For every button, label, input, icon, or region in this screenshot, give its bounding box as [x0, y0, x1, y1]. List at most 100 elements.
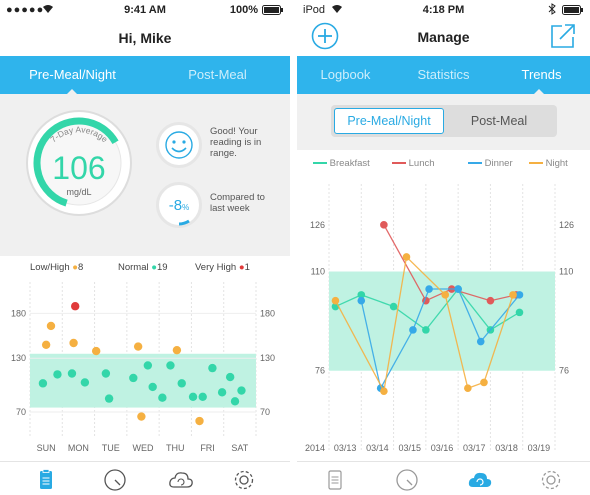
legend-night-label: Night: [545, 158, 568, 169]
x-tick-label: 03/13: [334, 443, 357, 453]
tab-post-meal[interactable]: Post-Meal: [188, 67, 247, 82]
reading-point-normal: [177, 379, 186, 388]
smiley-badge: [156, 122, 202, 168]
reading-point-veryhigh: [71, 302, 80, 311]
reading-point-normal: [38, 379, 48, 388]
series-point-lunch: [380, 221, 388, 229]
reading-point-normal: [230, 397, 240, 406]
series-point-dinner: [454, 285, 462, 293]
status-bar: ●●●●● 9:41 AM 100%: [0, 0, 290, 20]
trend-line-chart: 76 76 110 110 126 126 2014 03/13 03/14 03/15 03/16…: [305, 184, 574, 453]
x-tick-label: 03/17: [463, 443, 486, 453]
tab-statistics[interactable]: Statistics: [417, 67, 470, 82]
tab-logbook[interactable]: Logbook: [320, 67, 371, 82]
x-tick-label: MON: [68, 443, 89, 453]
series-point-dinner: [409, 326, 417, 334]
reading-point-normal: [158, 393, 167, 402]
legend-lunch-label: Lunch: [408, 158, 435, 169]
legend-lowhigh-count: 8: [78, 262, 84, 273]
gauge-nav-icon-right[interactable]: [395, 468, 419, 492]
y-tick-label-right: 76: [559, 366, 569, 376]
legend-veryhigh-count: 1: [244, 262, 250, 273]
series-point-night: [509, 291, 517, 299]
series-point-breakfast: [357, 291, 366, 299]
carrier-label: iPod: [303, 4, 326, 16]
series-point-breakfast: [515, 308, 524, 317]
compare-ring: [178, 219, 190, 226]
y-tick-label-left: 126: [310, 220, 325, 230]
smiley-icon: [165, 131, 193, 159]
right-phone-screen: iPod 4:18 PM Manage Logbook Statistics T…: [297, 0, 590, 495]
series-point-lunch: [486, 296, 495, 305]
y-tick-label-left: 180: [11, 308, 26, 318]
y-tick-label-left: 130: [11, 353, 26, 363]
series-point-dinner: [476, 337, 485, 346]
series-point-night: [331, 296, 340, 305]
active-tab-caret-right: [533, 89, 545, 95]
plus-circle-icon: [311, 22, 339, 50]
reading-point-normal: [104, 394, 114, 403]
tab-trends[interactable]: Trends: [521, 67, 562, 82]
cloud-sync-icon-active[interactable]: [467, 468, 492, 492]
y-tick-label-right: 110: [559, 267, 573, 277]
gauge-nav-icon[interactable]: [103, 468, 127, 492]
x-tick-label: FRI: [200, 443, 215, 453]
left-phone-screen: ●●●●● 9:41 AM 100% Hi, Mike Pre-Meal/Nig…: [0, 0, 290, 495]
reading-point-normal: [67, 369, 77, 378]
x-tick-label: SUN: [37, 443, 56, 453]
y-tick-label-right: 180: [260, 308, 275, 318]
screen-divider: [290, 0, 297, 495]
tab-pre-meal-night[interactable]: Pre-Meal/Night: [29, 67, 116, 82]
x-tick-label: SAT: [231, 443, 248, 453]
legend-normal-count: 19: [157, 262, 168, 273]
legend-veryhigh-dot: ●: [238, 262, 245, 273]
manage-tab-bar: Logbook Statistics Trends: [297, 56, 590, 95]
legend-normal-label: Normal: [118, 262, 149, 273]
x-tick-label: 03/19: [528, 443, 551, 453]
status-time: 9:41 AM: [124, 4, 166, 16]
series-point-night: [441, 291, 450, 299]
y-tick-label-right: 130: [260, 353, 275, 363]
share-button[interactable]: [548, 22, 576, 55]
logbook-icon[interactable]: [34, 468, 58, 492]
reading-point-normal: [129, 373, 138, 383]
logbook-icon-right[interactable]: [323, 468, 347, 492]
segment-post-meal[interactable]: Post-Meal: [470, 114, 528, 128]
reading-point-normal: [208, 363, 217, 373]
bottom-nav-right: [297, 461, 590, 495]
compare-text: Compared to last week: [210, 192, 265, 214]
compare-badge: -8%: [156, 182, 202, 228]
wifi-icon: [42, 4, 54, 17]
reading-point-lowhigh: [91, 346, 101, 356]
legend-lowhigh: Low/High ●8: [30, 262, 83, 273]
reading-point-normal: [217, 388, 227, 397]
compare-unit: %: [182, 203, 190, 212]
reading-point-normal: [101, 369, 111, 378]
y-tick-label-left: 110: [311, 267, 325, 277]
series-point-breakfast: [389, 302, 398, 311]
legend-normal: Normal ●19: [118, 262, 168, 273]
reading-point-lowhigh: [172, 345, 182, 355]
legend-breakfast-label: Breakfast: [329, 158, 370, 169]
meal-tab-bar: Pre-Meal/Night Post-Meal: [0, 56, 290, 95]
settings-gear-icon[interactable]: [232, 468, 256, 492]
reading-point-normal: [166, 361, 175, 370]
battery-percent: 100%: [229, 4, 258, 16]
legend-normal-dot: ●: [151, 262, 158, 273]
cloud-sync-icon[interactable]: [168, 468, 193, 492]
series-point-night: [402, 253, 411, 261]
weekly-scatter-chart: SUN MON TUE WED THU FRI SAT 70 70 130 130 180 180: [11, 282, 275, 453]
x-tick-label: 03/16: [431, 443, 454, 453]
compare-value-group: -8%: [159, 197, 199, 215]
x-tick-label: 03/14: [366, 443, 389, 453]
settings-gear-icon-right[interactable]: [539, 468, 563, 492]
normal-range-band: [329, 271, 555, 371]
segment-pre-meal-night[interactable]: Pre-Meal/Night: [334, 108, 444, 134]
series-point-dinner: [357, 296, 366, 305]
legend-dinner-swatch: [468, 162, 482, 165]
x-tick-label: 03/15: [398, 443, 421, 453]
legend-dinner: Dinner: [468, 158, 513, 169]
signal-dots: ●●●●●: [6, 4, 45, 16]
add-entry-button[interactable]: [311, 22, 339, 55]
x-tick-label: THU: [166, 443, 185, 453]
